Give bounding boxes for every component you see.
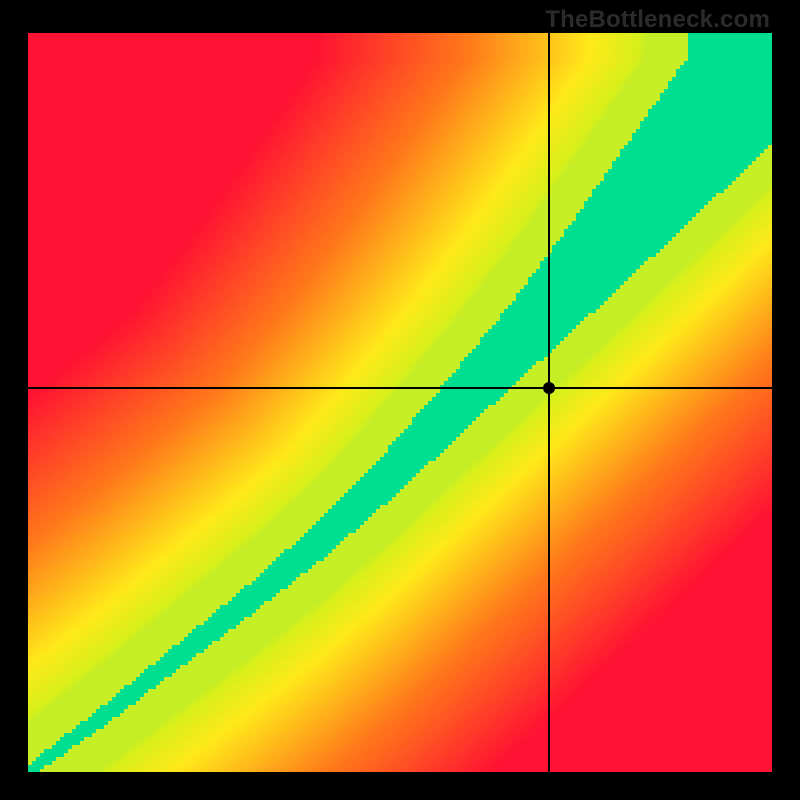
watermark-text: TheBottleneck.com [545, 6, 770, 34]
crosshair-horizontal [28, 387, 772, 389]
crosshair-vertical [548, 33, 550, 772]
bottleneck-heatmap [28, 33, 772, 772]
chart-container: TheBottleneck.com [0, 0, 800, 800]
crosshair-marker [543, 382, 555, 394]
